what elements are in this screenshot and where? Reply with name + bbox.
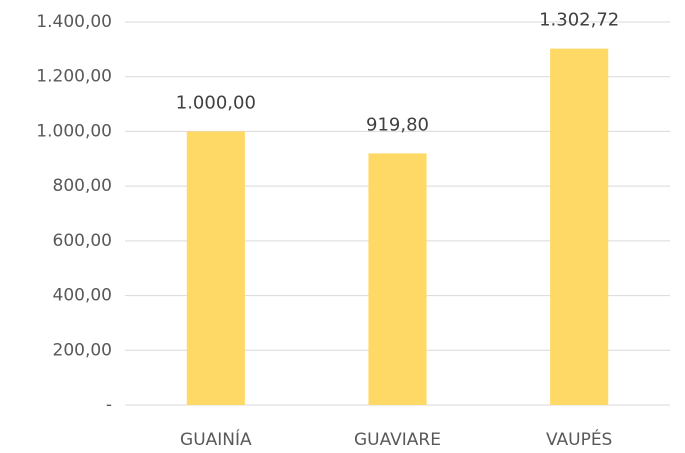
bar <box>368 153 427 405</box>
value-label: 919,80 <box>366 114 429 135</box>
bar <box>550 48 609 405</box>
bar <box>186 131 245 405</box>
y-tick-label: 600,00 <box>53 231 112 251</box>
value-label: 1.302,72 <box>539 10 619 31</box>
y-tick-label: 400,00 <box>53 286 112 306</box>
y-tick-label: 1.000,00 <box>36 121 112 141</box>
x-tick-label: GUAINÍA <box>180 428 252 450</box>
y-tick-label: 200,00 <box>53 340 112 360</box>
y-tick-label: 800,00 <box>53 176 112 196</box>
x-tick-label: VAUPÉS <box>546 428 612 450</box>
value-label: 1.000,00 <box>176 92 256 113</box>
y-tick-label: - <box>106 395 112 415</box>
y-tick-label: 1.400,00 <box>36 12 112 32</box>
x-tick-label: GUAVIARE <box>354 430 441 450</box>
y-tick-label: 1.200,00 <box>36 67 112 87</box>
